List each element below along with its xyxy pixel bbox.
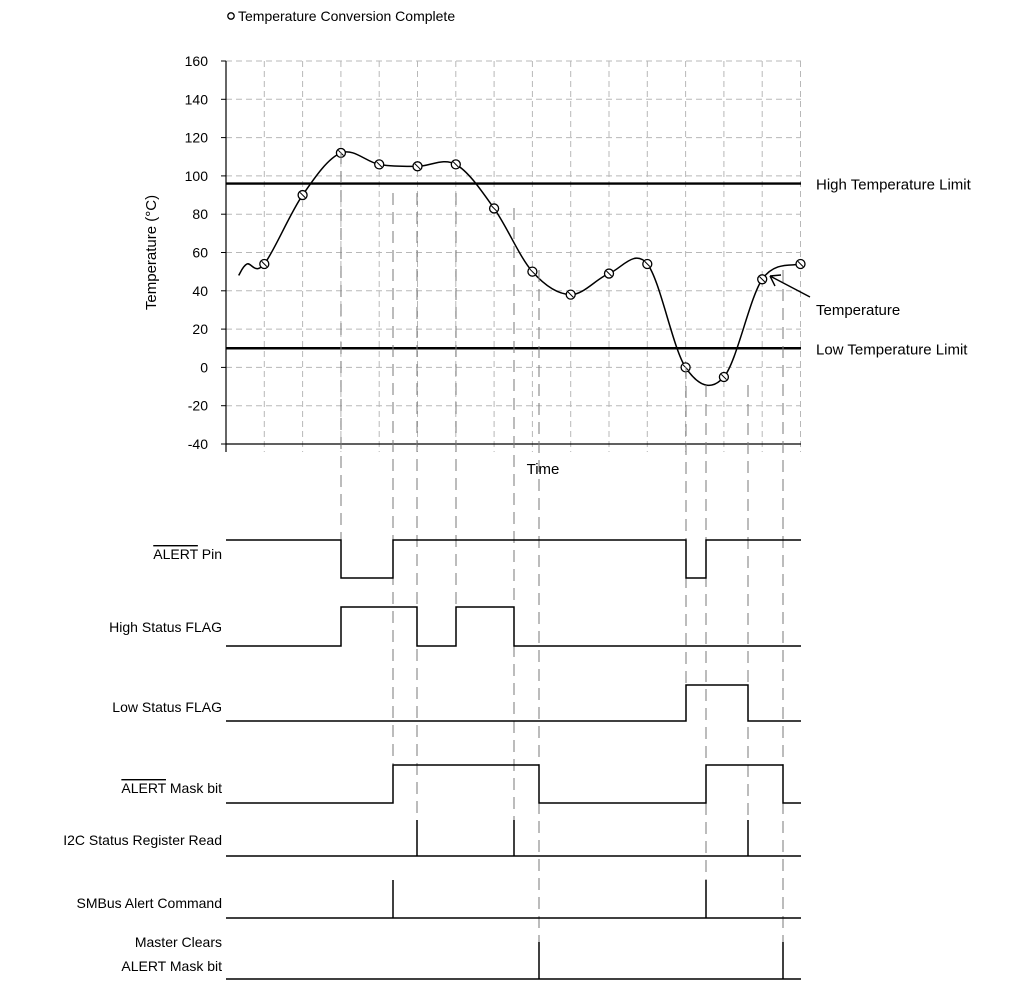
y-tick-label: -20 <box>188 398 208 414</box>
signal-label: SMBus Alert Command <box>77 895 223 911</box>
y-axis-label: Temperature (°C) <box>143 195 160 310</box>
temperature-chart: 160 140 120 100 80 60 40 20 0 -20 -40 Temperature … <box>143 53 972 478</box>
signal-label: High Status FLAG <box>109 619 222 635</box>
signal-label-base: Low Status FLAG <box>112 699 222 715</box>
chart-axes <box>221 60 801 452</box>
conversion-point-mark <box>797 261 804 267</box>
conversion-point-mark <box>759 276 766 283</box>
conversion-point-mark <box>567 291 574 298</box>
y-tick-label: 0 <box>200 359 208 375</box>
waveform-4 <box>226 764 801 804</box>
annotation-arrow <box>769 275 811 298</box>
signal-label-base: ALERT <box>153 546 198 562</box>
conversion-point-mark <box>606 270 612 277</box>
reference-line-label: High Temperature Limit <box>816 177 972 194</box>
signal-label: I2C Status Register Read <box>63 832 222 848</box>
y-tick-label: 80 <box>192 206 208 222</box>
y-tick-label: 100 <box>185 168 209 184</box>
signal-label: ALERT Pin <box>153 546 222 562</box>
series-line-temperature <box>238 151 801 387</box>
reference-line-label: Low Temperature Limit <box>816 341 968 358</box>
conversion-point-mark <box>452 161 459 168</box>
signal-label-base: SMBus Alert Command <box>77 895 223 911</box>
x-axis-label: Time <box>527 461 560 478</box>
signal-label-line1: Master Clears <box>135 934 222 950</box>
waveform-7 <box>226 942 801 980</box>
conversion-point-mark <box>720 374 727 380</box>
y-tick-label: 20 <box>192 321 208 337</box>
conversion-point-mark <box>644 261 651 267</box>
waveform-1 <box>226 539 801 579</box>
annotation-label: Temperature <box>816 302 900 319</box>
conversion-point-mark <box>299 192 306 199</box>
signal-label-base: ALERT <box>121 780 166 796</box>
signal-labels: ALERT Pin High Status FLAG Low Status FLAG… <box>63 546 222 974</box>
signal-label-line2: ALERT Mask bit <box>121 958 222 974</box>
chart-grid <box>226 60 801 452</box>
annotation-arrow-head <box>769 274 782 277</box>
y-tick-label: 120 <box>185 130 209 146</box>
conversion-point-mark <box>376 161 383 168</box>
waveform-5 <box>226 820 801 857</box>
timing-waveforms <box>226 539 801 980</box>
signal-label-suffix: Mask bit <box>166 780 222 796</box>
signal-label-base: High Status FLAG <box>109 619 222 635</box>
reference-lines: High Temperature Limit Low Temperature Li… <box>226 177 972 358</box>
temperature-annotation: Temperature <box>769 274 900 319</box>
conversion-point-mark <box>491 205 498 212</box>
waveform-6 <box>226 880 801 919</box>
conversion-point-mark <box>414 163 421 170</box>
legend-marker-icon <box>227 12 235 20</box>
y-tick-label: 160 <box>185 53 209 69</box>
signal-label: ALERT Mask bit <box>121 780 222 796</box>
waveform-3 <box>226 684 801 722</box>
annotation-arrow-head <box>769 275 776 287</box>
y-tick-label: 140 <box>185 91 209 107</box>
y-tick-label: 60 <box>192 245 208 261</box>
waveform-2 <box>226 606 801 647</box>
signal-label-suffix: Pin <box>198 546 222 562</box>
y-tick-label: -40 <box>188 436 208 452</box>
legend-label: Temperature Conversion Complete <box>238 8 455 24</box>
signal-label: Low Status FLAG <box>112 699 222 715</box>
y-tick-labels: 160 140 120 100 80 60 40 20 0 -20 -40 <box>185 53 209 452</box>
conversion-points <box>259 147 806 383</box>
signal-label-base: I2C Status Register Read <box>63 832 222 848</box>
y-tick-label: 40 <box>192 283 208 299</box>
conversion-point-mark <box>261 261 268 267</box>
event-guide-lines <box>340 152 784 979</box>
conversion-point-mark <box>529 268 536 275</box>
